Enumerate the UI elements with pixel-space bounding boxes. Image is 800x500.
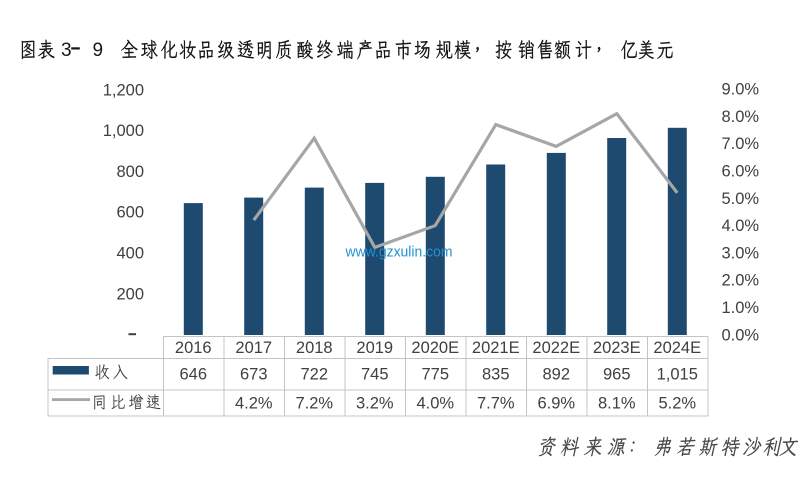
svg-text:4.0%: 4.0%: [416, 394, 454, 412]
svg-text:2022E: 2022E: [532, 339, 580, 357]
svg-text:3.0%: 3.0%: [722, 244, 760, 262]
svg-text:1.0%: 1.0%: [722, 299, 760, 317]
svg-text:600: 600: [116, 204, 144, 222]
svg-text:2020E: 2020E: [411, 339, 459, 357]
svg-text:1,000: 1,000: [103, 122, 144, 140]
svg-text:892: 892: [542, 366, 570, 384]
svg-text:722: 722: [300, 366, 328, 384]
svg-text:4.0%: 4.0%: [722, 217, 760, 235]
svg-text:4.2%: 4.2%: [235, 394, 273, 412]
svg-text:8.0%: 8.0%: [722, 108, 760, 126]
svg-text:1,015: 1,015: [657, 366, 698, 384]
svg-text:8.1%: 8.1%: [598, 394, 636, 412]
svg-text:745: 745: [361, 366, 389, 384]
svg-text:www.gzxulin.com: www.gzxulin.com: [345, 245, 453, 261]
svg-text:2018: 2018: [296, 339, 333, 357]
svg-text:775: 775: [421, 366, 449, 384]
svg-text:3.2%: 3.2%: [356, 394, 394, 412]
svg-text:9.0%: 9.0%: [722, 81, 760, 99]
svg-text:0.0%: 0.0%: [722, 326, 760, 344]
svg-text:6.0%: 6.0%: [722, 163, 760, 181]
svg-text:646: 646: [179, 366, 207, 384]
svg-text:7.0%: 7.0%: [722, 135, 760, 153]
svg-text:2.0%: 2.0%: [722, 272, 760, 290]
svg-text:2019: 2019: [356, 339, 393, 357]
svg-text:1,200: 1,200: [103, 81, 144, 99]
svg-text:3: 3: [61, 40, 72, 61]
svg-text:2016: 2016: [175, 339, 212, 357]
svg-text:2021E: 2021E: [472, 339, 520, 357]
svg-text:800: 800: [116, 163, 144, 181]
svg-text:7.2%: 7.2%: [295, 394, 333, 412]
svg-text:6.9%: 6.9%: [537, 394, 575, 412]
svg-text:5.0%: 5.0%: [722, 190, 760, 208]
svg-text:9: 9: [93, 40, 104, 61]
svg-text:400: 400: [116, 244, 144, 262]
svg-text:2023E: 2023E: [593, 339, 641, 357]
svg-text:673: 673: [240, 366, 268, 384]
svg-text:2017: 2017: [235, 339, 272, 357]
svg-text:835: 835: [482, 366, 510, 384]
svg-text:5.2%: 5.2%: [658, 394, 696, 412]
svg-text:200: 200: [116, 285, 144, 303]
svg-text:965: 965: [603, 366, 631, 384]
svg-text:2024E: 2024E: [653, 339, 701, 357]
svg-text:7.7%: 7.7%: [477, 394, 515, 412]
